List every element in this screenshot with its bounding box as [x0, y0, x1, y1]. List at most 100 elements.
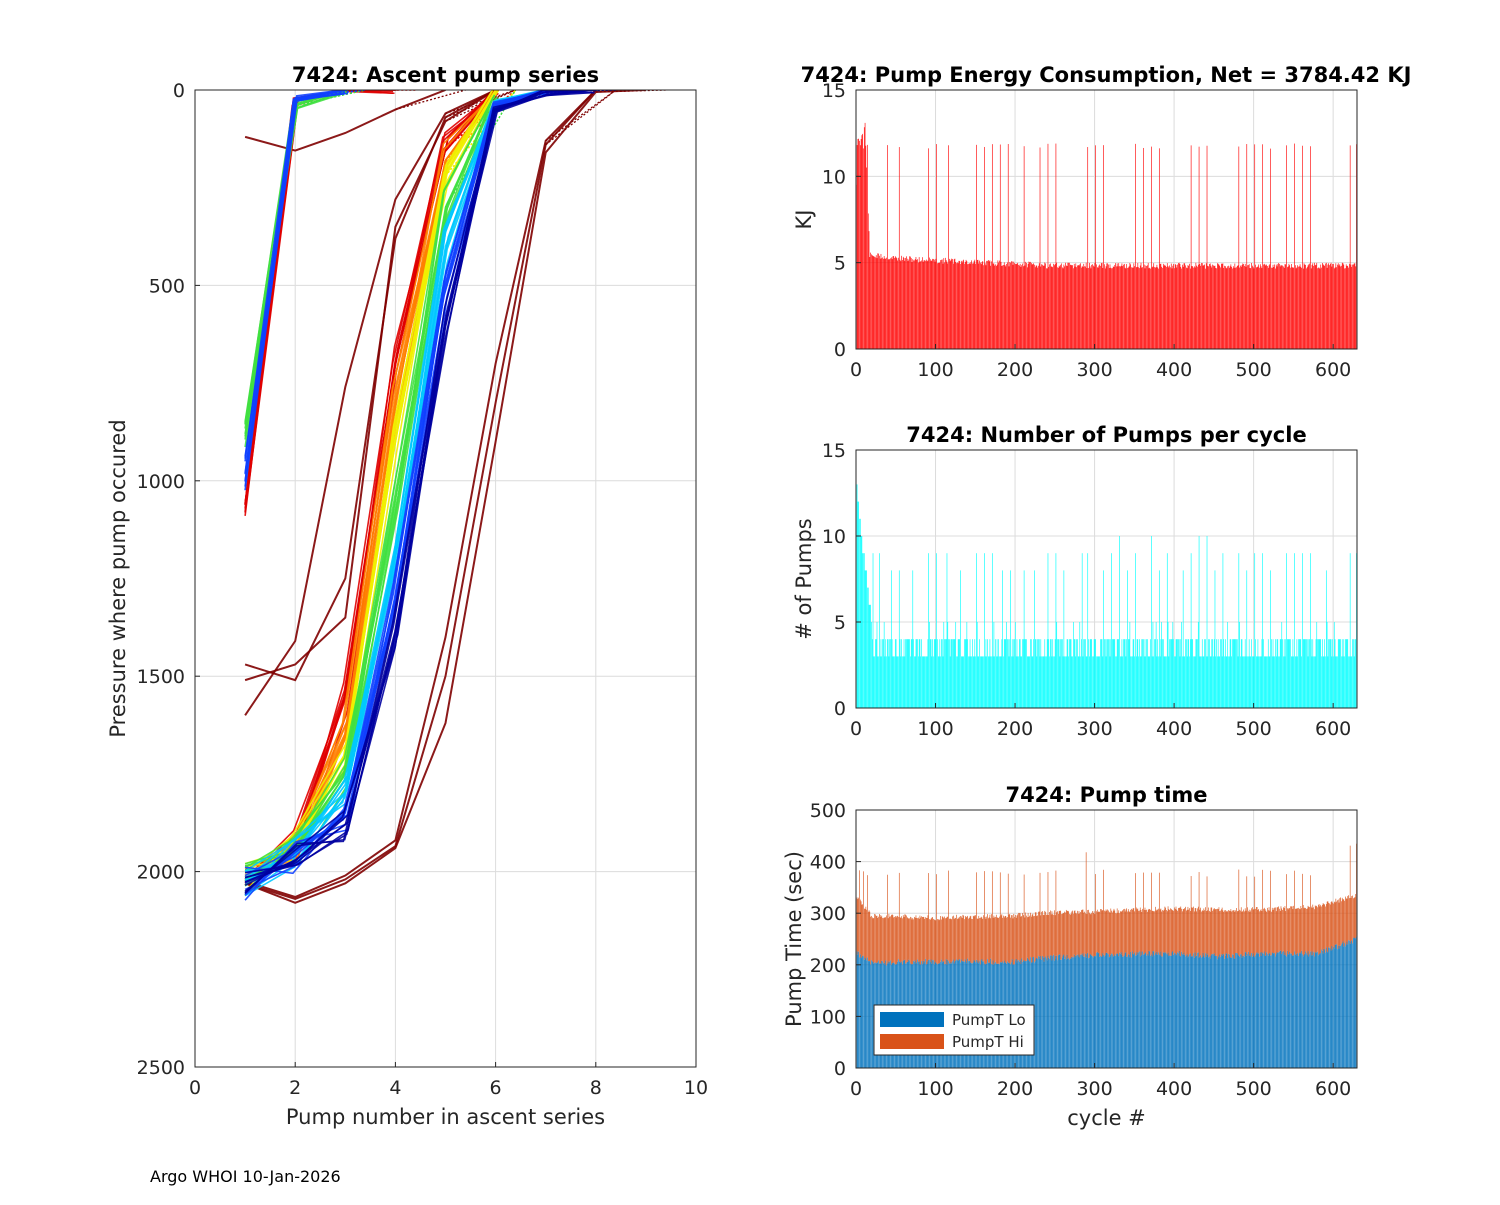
pumps-bar	[1068, 656, 1069, 708]
pumpt-lo-bar	[1284, 952, 1286, 1068]
pumps-bar	[1047, 553, 1049, 708]
pumps-bar	[871, 639, 873, 708]
pumpt-hi-bar	[1176, 909, 1178, 955]
pumps-bar	[1297, 656, 1298, 708]
pumpt-hi-bar	[1097, 912, 1099, 954]
pumpt-lo-bar	[1136, 952, 1138, 1068]
energy-bar	[1304, 264, 1306, 349]
pumps-bar	[868, 604, 870, 708]
pumpt-lo-bar	[1163, 952, 1165, 1068]
pumpt-lo-bar	[1137, 954, 1139, 1068]
pumps-bar	[1131, 656, 1133, 708]
pumpt-hi-bar	[905, 914, 906, 964]
pumpt-hi-bar	[1064, 911, 1065, 959]
energy-bar	[881, 258, 883, 349]
pumps-bar	[1011, 639, 1013, 708]
energy-bar	[1294, 265, 1296, 349]
pumpt-hi-bar	[1275, 907, 1276, 957]
pumpt-hi-bar	[1020, 916, 1022, 965]
pumpt-lo-bar	[1209, 958, 1211, 1068]
pumpt-lo-bar	[1224, 958, 1225, 1068]
energy-bar	[1173, 263, 1174, 349]
pumpt-lo-bar	[1083, 956, 1085, 1068]
pumpt-hi-bar	[971, 918, 972, 964]
pumps-bar	[890, 639, 891, 708]
pumps-bar	[1262, 553, 1264, 708]
pumpt-lo-bar	[1281, 954, 1283, 1068]
pumps-bar	[929, 639, 931, 708]
pumpt-lo-bar	[1349, 943, 1351, 1068]
pumps-bar	[1283, 656, 1284, 708]
pumpt-lo-bar	[1216, 955, 1217, 1068]
energy-bar	[1160, 263, 1162, 349]
pumpt-lo-bar	[867, 957, 868, 1068]
pumpt-lo-bar	[1089, 953, 1091, 1068]
pumps-bar	[1300, 639, 1302, 708]
pumpt-hi-bar	[1292, 909, 1294, 956]
energy-bar	[1226, 268, 1228, 349]
pumps-bar	[1071, 656, 1073, 708]
energy-bar	[1251, 262, 1252, 349]
pumps-bar	[1091, 639, 1093, 708]
energy-bar	[1203, 265, 1205, 349]
pumps-bar	[1308, 639, 1310, 708]
energy-bar	[888, 258, 890, 349]
pumpt-lo-bar	[1203, 955, 1205, 1068]
pumpt-hi-bar	[1026, 915, 1027, 961]
pumpt-lo-bar	[1253, 955, 1255, 1068]
energy-bar	[1146, 266, 1147, 349]
pumps-bar	[1310, 639, 1312, 708]
pumps-bar	[987, 639, 988, 708]
pumpt-hi-bar	[858, 897, 860, 952]
pumpt-hi-bar	[1050, 910, 1051, 956]
pumps-bar	[1033, 639, 1034, 708]
pumpt-lo-bar	[1319, 954, 1321, 1068]
pumpt-hi-bar	[1155, 906, 1156, 953]
pumpt-hi-bar	[1051, 911, 1053, 961]
energy-bar	[1312, 263, 1314, 349]
pumpt-lo-bar	[1316, 952, 1318, 1068]
pumps-bar	[922, 656, 923, 708]
pumpt-lo-bar	[1072, 957, 1073, 1068]
energy-bar	[1046, 268, 1048, 349]
energy-bar	[1090, 268, 1092, 349]
energy-bar	[1028, 261, 1030, 349]
pumps-bar	[919, 639, 921, 708]
pumpt-lo-bar	[1304, 953, 1306, 1068]
pumpt-hi-bar	[1232, 910, 1233, 955]
energy-bar	[996, 264, 998, 349]
energy-bar	[1023, 146, 1025, 349]
pumpt-hi-bar	[1156, 909, 1158, 952]
pumpt-hi-bar	[883, 917, 885, 963]
energy-bar	[1320, 264, 1322, 349]
pumpt-hi-bar	[922, 917, 923, 965]
pumps-bar	[1255, 639, 1256, 708]
pumpt-lo-bar	[1325, 947, 1327, 1068]
ascent-series-line	[244, 90, 597, 901]
pumpt-hi-bar	[1042, 911, 1043, 956]
pumpt-hi-bar	[1117, 912, 1119, 955]
pumpt-lo-bar	[1197, 952, 1199, 1068]
energy-bar	[1315, 264, 1317, 349]
energy-bar	[1147, 265, 1148, 349]
energy-bar	[1197, 266, 1198, 349]
pumps-bar	[972, 656, 974, 708]
energy-bar	[1316, 262, 1318, 349]
energy-bar	[1288, 263, 1290, 349]
pumpt-lo-bar	[1211, 954, 1213, 1068]
pumps-bar	[863, 553, 865, 708]
pumpt-lo-bar	[1120, 952, 1122, 1068]
pumpt-lo-bar	[1084, 956, 1085, 1068]
pumpt-lo-bar	[1090, 954, 1092, 1068]
pumps-bar	[1350, 656, 1352, 708]
energy-bar	[1135, 267, 1137, 349]
pumpt-hi-bar	[1026, 917, 1028, 958]
energy-bar	[1006, 263, 1007, 349]
pumpt-hi-bar	[977, 918, 979, 961]
pumpt-hi-bar	[1222, 910, 1224, 955]
pumps-bar	[988, 656, 990, 708]
pumpt-hi-bar	[875, 915, 877, 964]
pumps-bar	[1036, 656, 1038, 708]
pumpt-hi-bar	[1169, 909, 1170, 956]
pumpt-lo-bar	[1332, 949, 1333, 1068]
